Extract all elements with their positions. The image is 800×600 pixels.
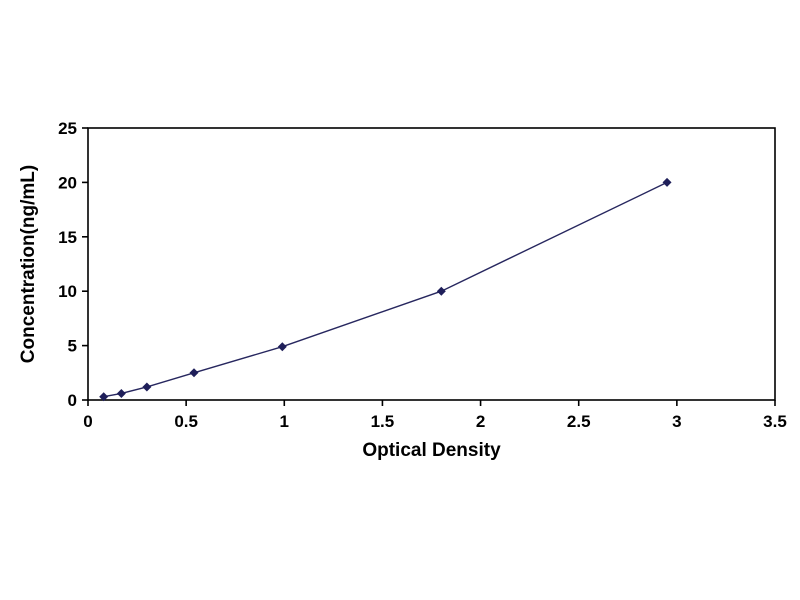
- data-point-marker: [189, 368, 199, 378]
- svg-text:10: 10: [58, 282, 77, 301]
- data-point-marker: [99, 392, 109, 402]
- svg-text:3: 3: [672, 412, 681, 431]
- svg-text:0: 0: [83, 412, 92, 431]
- data-point-marker: [662, 177, 672, 187]
- svg-text:2: 2: [476, 412, 485, 431]
- svg-text:2.5: 2.5: [567, 412, 591, 431]
- data-point-marker: [277, 342, 287, 352]
- svg-text:15: 15: [58, 228, 77, 247]
- svg-text:1: 1: [280, 412, 289, 431]
- svg-text:0.5: 0.5: [174, 412, 198, 431]
- data-point-marker: [436, 286, 446, 296]
- data-point-marker: [116, 388, 126, 398]
- svg-text:20: 20: [58, 173, 77, 192]
- y-axis-label: Concentration(ng/mL): [18, 164, 39, 364]
- svg-text:1.5: 1.5: [371, 412, 395, 431]
- x-axis-label: Optical Density: [362, 440, 501, 461]
- data-point-marker: [142, 382, 152, 392]
- svg-text:0: 0: [68, 391, 77, 410]
- svg-text:25: 25: [58, 119, 77, 138]
- svg-text:3.5: 3.5: [763, 412, 787, 431]
- svg-text:5: 5: [68, 337, 77, 356]
